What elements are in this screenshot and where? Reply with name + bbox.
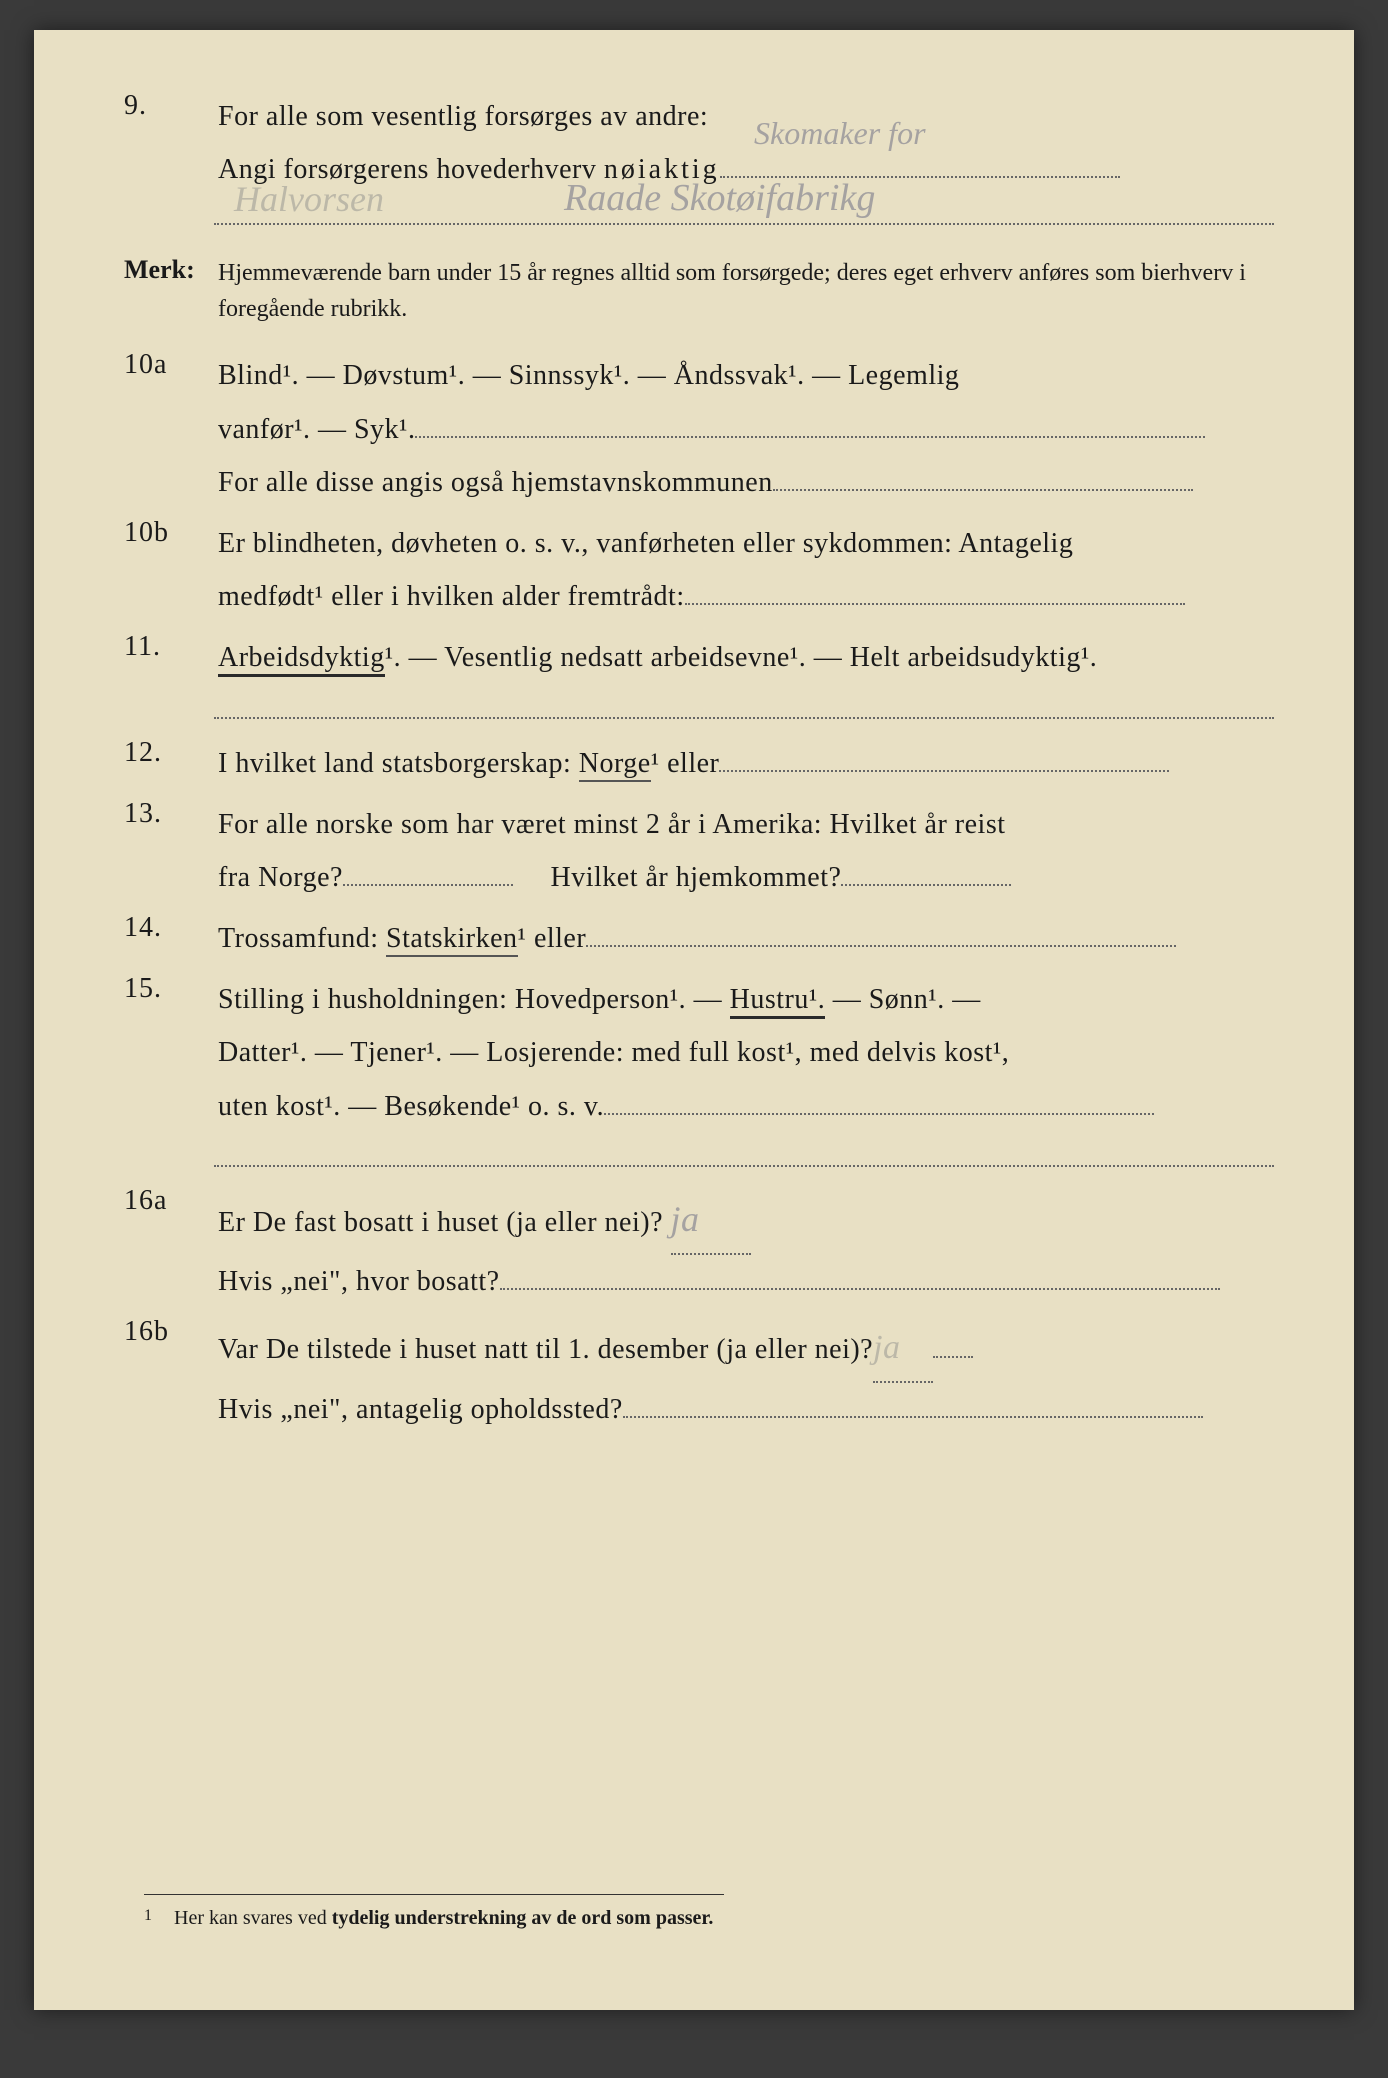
question-15: 15. Stilling i husholdningen: Hovedperso… — [124, 973, 1284, 1133]
q13-line1: For alle norske som har været minst 2 år… — [218, 809, 1006, 840]
q12-number: 12. — [124, 737, 214, 769]
q12-option-norge: Norge — [579, 748, 651, 782]
q15-option-hustru: Hustru¹. — [730, 984, 826, 1019]
question-12: 12. I hvilket land statsborgerskap: Norg… — [124, 737, 1284, 790]
q16b-line1: Var De tilstede i huset natt til 1. dese… — [218, 1334, 873, 1365]
q9-handwriting-2: Halvorsen — [234, 178, 384, 220]
q14-number: 14. — [124, 912, 214, 944]
q12-text: I hvilket land statsborgerskap: Norge¹ e… — [218, 737, 1278, 790]
q10a-number: 10a — [124, 349, 214, 381]
q11-number: 11. — [124, 631, 214, 663]
q16a-answer: ja — [671, 1199, 700, 1239]
q11-rest: ¹. — Vesentlig nedsatt arbeidsevne¹. — H… — [385, 642, 1098, 673]
q10b-line1: Er blindheten, døvheten o. s. v., vanfør… — [218, 528, 1073, 559]
q12-text2: ¹ eller — [651, 748, 720, 779]
q16a-text: Er De fast bosatt i huset (ja eller nei)… — [218, 1185, 1278, 1309]
q14-option-statskirken: Statskirken — [386, 923, 518, 957]
q11-text: Arbeidsdyktig¹. — Vesentlig nedsatt arbe… — [218, 631, 1278, 684]
q11-option-arbeidsdyktig: Arbeidsdyktig — [218, 642, 385, 677]
document-page: 9. For alle som vesentlig forsørges av a… — [34, 30, 1354, 2010]
q10a-text: Blind¹. — Døvstum¹. — Sinnssyk¹. — Åndss… — [218, 349, 1278, 509]
merk-text: Hjemmeværende barn under 15 år regnes al… — [218, 255, 1278, 327]
q15-number: 15. — [124, 973, 214, 1005]
q12-text1: I hvilket land statsborgerskap: — [218, 748, 579, 779]
q13-line2b: Hvilket år hjemkommet? — [550, 862, 841, 893]
question-13: 13. For alle norske som har været minst … — [124, 798, 1284, 904]
q13-text: For alle norske som har været minst 2 år… — [218, 798, 1278, 904]
q16a-number: 16a — [124, 1185, 214, 1217]
q9-line1: For alle som vesentlig forsørges av andr… — [218, 101, 708, 132]
q14-text1: Trossamfund: — [218, 923, 386, 954]
q16a-line2: Hvis „nei", hvor bosatt? — [218, 1266, 500, 1297]
q10a-line1: Blind¹. — Døvstum¹. — Sinnssyk¹. — Åndss… — [218, 360, 959, 391]
question-14: 14. Trossamfund: Statskirken¹ eller — [124, 912, 1284, 965]
question-16b: 16b Var De tilstede i huset natt til 1. … — [124, 1316, 1284, 1436]
q10a-line3: For alle disse angis også hjemstavnskomm… — [218, 467, 773, 498]
q16b-text: Var De tilstede i huset natt til 1. dese… — [218, 1316, 1278, 1436]
q13-line2a: fra Norge? — [218, 862, 343, 893]
q14-text: Trossamfund: Statskirken¹ eller — [218, 912, 1278, 965]
q15-line1a: Stilling i husholdningen: Hovedperson¹. … — [218, 984, 730, 1015]
divider-line-1 — [214, 715, 1274, 719]
q15-line2: Datter¹. — Tjener¹. — Losjerende: med fu… — [218, 1037, 1009, 1068]
q15-line1b: — Sønn¹. — — [825, 984, 980, 1015]
question-10b: 10b Er blindheten, døvheten o. s. v., va… — [124, 517, 1284, 623]
q16b-number: 16b — [124, 1316, 214, 1348]
merk-note: Merk: Hjemmeværende barn under 15 år reg… — [124, 255, 1284, 327]
q15-text: Stilling i husholdningen: Hovedperson¹. … — [218, 973, 1278, 1133]
q16b-line2: Hvis „nei", antagelig opholdssted? — [218, 1394, 623, 1425]
q13-number: 13. — [124, 798, 214, 830]
footnote: 1 Her kan svares ved tydelig understrekn… — [144, 1894, 724, 1930]
q16a-line1: Er De fast bosatt i huset (ja eller nei)… — [218, 1207, 671, 1238]
merk-label: Merk: — [124, 255, 214, 285]
divider-line-2 — [214, 1163, 1274, 1167]
footnote-number: 1 — [144, 1907, 169, 1925]
q10b-text: Er blindheten, døvheten o. s. v., vanfør… — [218, 517, 1278, 623]
footnote-text: Her kan svares ved tydelig understreknin… — [174, 1907, 713, 1929]
q14-text2: ¹ eller — [518, 923, 587, 954]
q16b-answer: ja — [873, 1329, 900, 1366]
q15-line3: uten kost¹. — Besøkende¹ o. s. v. — [218, 1091, 604, 1122]
q9-handwriting-3: Raade Skotøifabrikg — [564, 176, 875, 220]
question-16a: 16a Er De fast bosatt i huset (ja eller … — [124, 1185, 1284, 1309]
q10b-line2: medfødt¹ eller i hvilken alder fremtrådt… — [218, 581, 685, 612]
question-11: 11. Arbeidsdyktig¹. — Vesentlig nedsatt … — [124, 631, 1284, 684]
q9-number: 9. — [124, 90, 214, 122]
question-10a: 10a Blind¹. — Døvstum¹. — Sinnssyk¹. — Å… — [124, 349, 1284, 509]
q10a-line2: vanfør¹. — Syk¹. — [218, 414, 415, 445]
q9-handwriting-1: Skomaker for — [754, 115, 926, 152]
q10b-number: 10b — [124, 517, 214, 549]
